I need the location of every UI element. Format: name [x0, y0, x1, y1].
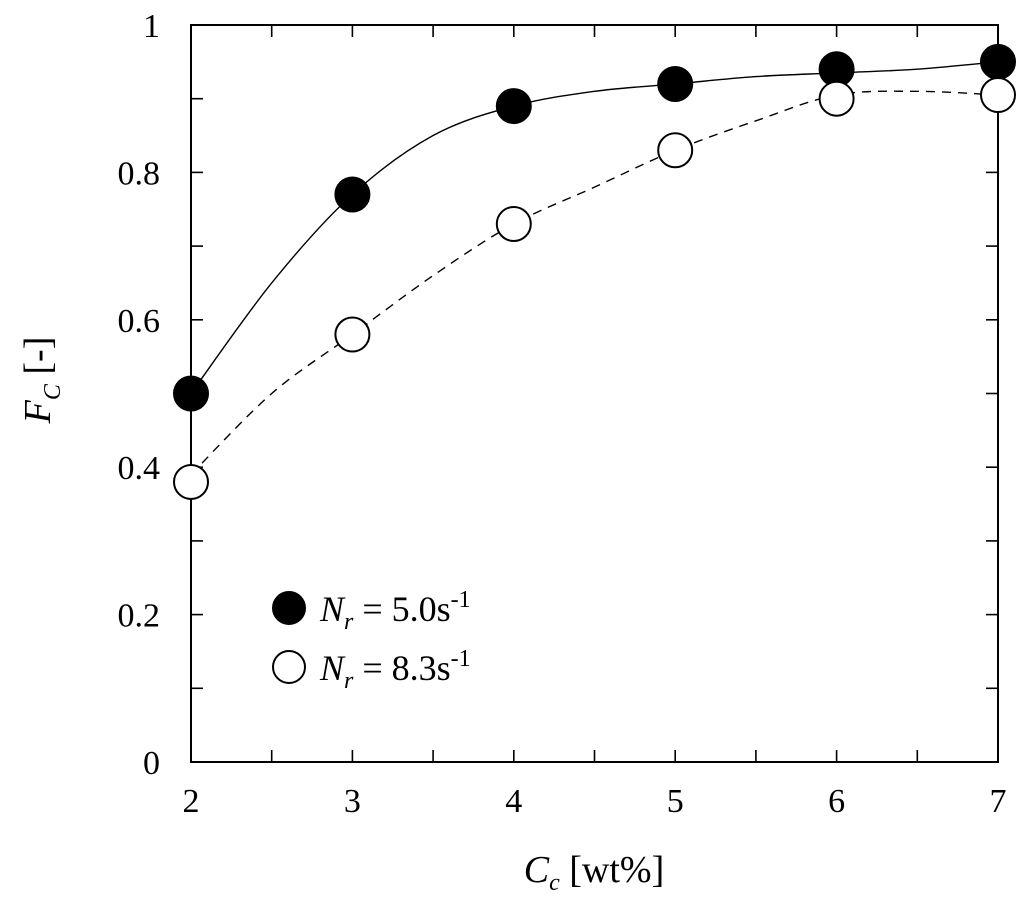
y-axis-label-main: F [17, 399, 59, 424]
data-point-series-2 [495, 205, 532, 242]
y-tick-label: 1 [143, 8, 160, 45]
x-tick-label: 7 [990, 783, 1007, 820]
plot-frame [190, 24, 999, 763]
plot-border [190, 24, 999, 763]
x-axis-label: Cc [wt%] [524, 849, 664, 896]
series-line-1 [190, 61, 999, 394]
data-point-series-1 [657, 65, 694, 102]
x-tick-label: 3 [344, 783, 361, 820]
data-point-series-2 [818, 80, 855, 117]
x-axis-label-rest: [wt%] [560, 849, 664, 891]
legend: Nr = 5.0s-1 Nr = 8.3s-1 [272, 587, 471, 694]
data-markers [173, 43, 1016, 500]
x-tick-label: 2 [183, 783, 200, 820]
data-point-series-2 [334, 316, 371, 353]
tick-labels: 2 3 4 5 6 7 0 0.2 0.4 0.6 0.8 1 [118, 8, 1007, 820]
y-axis-label: FC [-] [17, 337, 66, 425]
data-point-series-2 [173, 463, 209, 500]
y-axis-label-rest: [-] [17, 337, 59, 384]
data-point-series-2 [980, 77, 1016, 114]
data-point-series-2 [657, 132, 694, 169]
legend-marker-filled [272, 591, 306, 625]
y-axis-label-sub: C [40, 383, 66, 400]
legend-marker-open [272, 650, 306, 684]
series-line-2 [190, 90, 999, 476]
x-axis-label-main: C [524, 849, 550, 891]
data-point-series-1 [334, 176, 371, 213]
x-tick-label: 6 [828, 783, 845, 820]
plot-lines [190, 61, 999, 476]
y-tick-label: 0.2 [118, 598, 161, 635]
y-tick-label: 0.8 [118, 155, 161, 192]
data-point-series-1 [980, 43, 1016, 80]
legend-entry-2: Nr = 8.3s-1 [319, 646, 471, 694]
data-point-series-1 [495, 88, 532, 125]
x-tick-label: 5 [667, 783, 684, 820]
axis-ticks [190, 24, 999, 763]
legend-entry-1: Nr = 5.0s-1 [319, 587, 471, 635]
x-axis-label-sub: c [549, 870, 560, 896]
x-tick-label: 4 [505, 783, 522, 820]
y-tick-label: 0.6 [118, 303, 161, 340]
y-tick-label: 0.4 [118, 450, 161, 487]
y-tick-label: 0 [143, 745, 160, 782]
data-point-series-1 [173, 375, 209, 412]
